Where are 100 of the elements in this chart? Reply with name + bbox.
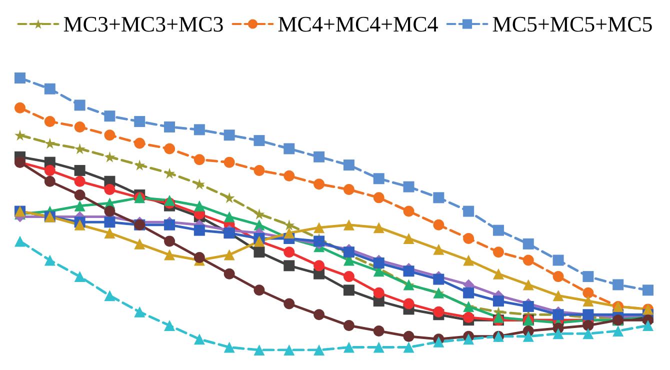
point bbox=[642, 284, 654, 296]
point bbox=[612, 279, 624, 290]
point bbox=[373, 192, 384, 204]
point bbox=[403, 232, 414, 244]
point bbox=[284, 298, 295, 310]
point bbox=[254, 135, 265, 146]
point bbox=[433, 219, 444, 230]
point bbox=[74, 219, 86, 230]
point bbox=[164, 236, 176, 247]
point bbox=[224, 156, 235, 168]
point bbox=[164, 249, 176, 260]
point bbox=[463, 312, 474, 323]
point bbox=[134, 160, 146, 171]
point bbox=[224, 192, 235, 204]
point bbox=[343, 320, 354, 332]
point bbox=[104, 110, 116, 122]
point bbox=[343, 219, 354, 230]
point bbox=[373, 342, 384, 353]
point bbox=[403, 266, 414, 277]
point bbox=[104, 228, 116, 239]
point bbox=[403, 181, 414, 192]
point bbox=[164, 194, 176, 206]
point bbox=[254, 208, 265, 220]
point bbox=[14, 236, 26, 247]
point bbox=[552, 328, 564, 340]
point bbox=[373, 257, 384, 268]
point bbox=[134, 116, 146, 128]
point bbox=[164, 320, 176, 332]
point bbox=[403, 298, 414, 310]
point bbox=[14, 102, 26, 114]
point bbox=[314, 151, 325, 162]
point bbox=[463, 287, 474, 298]
point bbox=[164, 121, 176, 132]
point bbox=[74, 271, 86, 282]
point bbox=[44, 83, 56, 94]
point bbox=[194, 334, 205, 345]
point bbox=[433, 274, 444, 285]
point bbox=[254, 164, 265, 176]
point bbox=[164, 168, 176, 179]
point bbox=[74, 189, 86, 200]
point bbox=[522, 300, 534, 312]
point bbox=[284, 228, 295, 239]
point bbox=[552, 290, 564, 302]
point bbox=[194, 178, 205, 190]
point bbox=[522, 238, 534, 250]
point bbox=[284, 143, 295, 154]
point bbox=[343, 184, 354, 196]
point bbox=[492, 296, 504, 307]
point bbox=[224, 342, 235, 353]
point bbox=[433, 306, 444, 318]
point bbox=[134, 238, 146, 250]
point bbox=[612, 325, 624, 336]
point bbox=[314, 344, 325, 356]
point bbox=[343, 160, 354, 171]
point bbox=[194, 200, 205, 212]
point bbox=[403, 330, 414, 342]
point bbox=[164, 143, 176, 154]
point bbox=[224, 130, 235, 141]
point bbox=[104, 184, 116, 196]
point bbox=[522, 279, 534, 290]
point bbox=[552, 254, 564, 266]
point bbox=[314, 309, 325, 320]
point bbox=[522, 254, 534, 266]
point bbox=[44, 164, 56, 176]
point bbox=[373, 222, 384, 234]
point bbox=[284, 260, 295, 272]
point bbox=[433, 244, 444, 255]
point bbox=[373, 287, 384, 298]
point bbox=[44, 176, 56, 187]
point bbox=[552, 271, 564, 282]
point bbox=[343, 342, 354, 353]
point bbox=[314, 260, 325, 272]
point bbox=[104, 151, 116, 162]
point bbox=[284, 170, 295, 182]
point bbox=[14, 72, 26, 84]
point bbox=[44, 138, 56, 149]
point bbox=[642, 320, 654, 332]
point bbox=[74, 200, 86, 212]
legend-label: MC5+MC5+MC5 bbox=[492, 12, 653, 36]
point bbox=[14, 130, 26, 141]
point bbox=[373, 325, 384, 336]
point bbox=[194, 252, 205, 264]
point bbox=[343, 284, 354, 296]
point bbox=[492, 312, 504, 323]
point bbox=[224, 268, 235, 280]
point bbox=[254, 344, 265, 356]
point bbox=[492, 246, 504, 258]
point bbox=[104, 216, 116, 228]
point bbox=[582, 287, 594, 298]
point bbox=[224, 249, 235, 260]
point bbox=[254, 246, 265, 258]
point bbox=[463, 334, 474, 345]
point bbox=[44, 116, 56, 128]
point bbox=[134, 306, 146, 318]
point bbox=[74, 164, 86, 176]
point bbox=[343, 246, 354, 258]
point bbox=[194, 124, 205, 136]
point bbox=[463, 232, 474, 244]
point bbox=[433, 192, 444, 204]
point bbox=[463, 206, 474, 217]
